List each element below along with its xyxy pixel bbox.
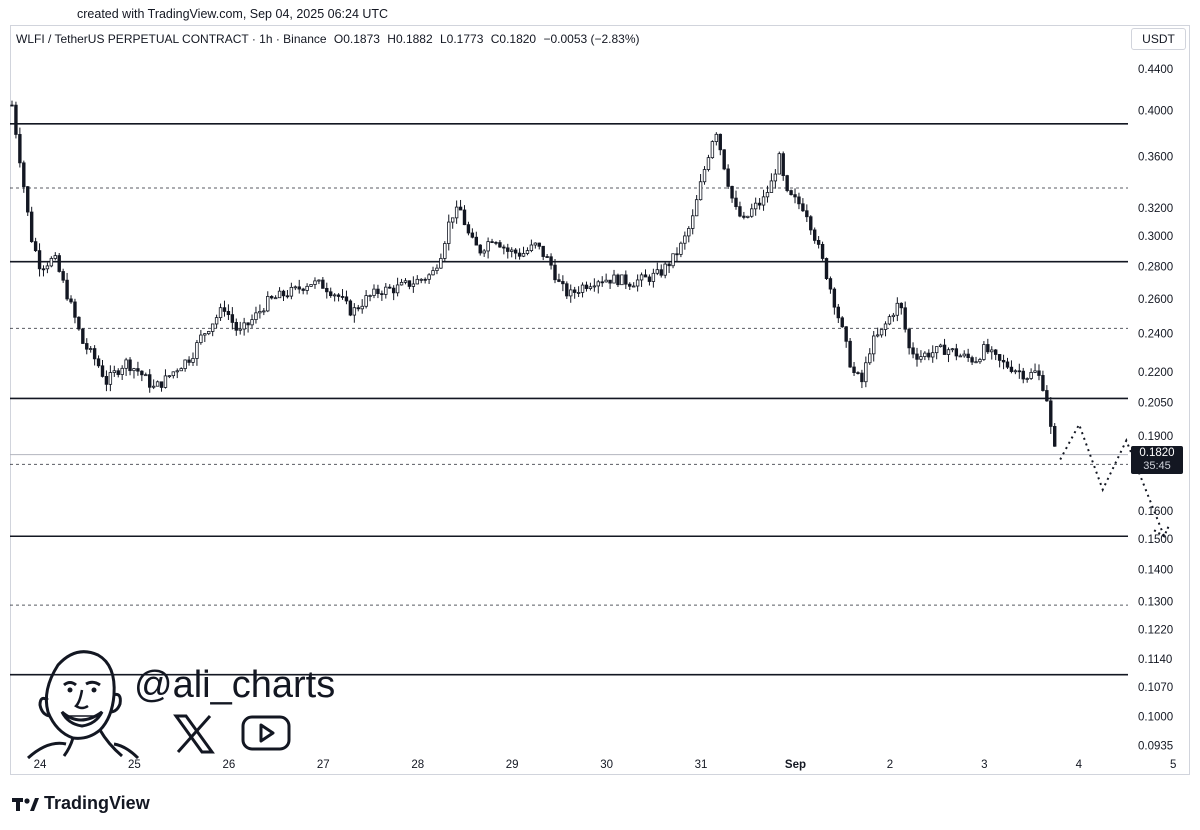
change-value: −0.0053 (−2.83%) bbox=[543, 32, 640, 46]
brand-name: TradingView bbox=[44, 793, 150, 813]
currency-button[interactable]: USDT bbox=[1131, 28, 1186, 50]
symbol-label[interactable]: WLFI / TetherUS PERPETUAL CONTRACT · 1h … bbox=[16, 32, 327, 46]
close-value: C0.1820 bbox=[490, 32, 537, 46]
last-price-value: 0.1820 bbox=[1139, 447, 1175, 459]
created-caption: created with TradingView.com, Sep 04, 20… bbox=[77, 7, 389, 21]
tradingview-brand[interactable]: TradingView bbox=[12, 793, 150, 814]
avatar-caricature bbox=[26, 650, 140, 760]
last-price-tag: 0.1820 35:45 bbox=[1131, 446, 1183, 474]
chart-frame bbox=[10, 25, 1190, 775]
open-value: O0.1873 bbox=[333, 32, 380, 46]
author-handle: @ali_charts bbox=[134, 664, 336, 706]
candle-countdown: 35:45 bbox=[1143, 460, 1171, 472]
tradingview-logo-icon bbox=[12, 797, 39, 811]
high-value: H0.1882 bbox=[387, 32, 433, 46]
symbol-header: WLFI / TetherUS PERPETUAL CONTRACT · 1h … bbox=[16, 32, 644, 46]
youtube-icon[interactable] bbox=[240, 714, 292, 754]
low-value: L0.1773 bbox=[440, 32, 484, 46]
x-icon[interactable] bbox=[172, 712, 216, 756]
